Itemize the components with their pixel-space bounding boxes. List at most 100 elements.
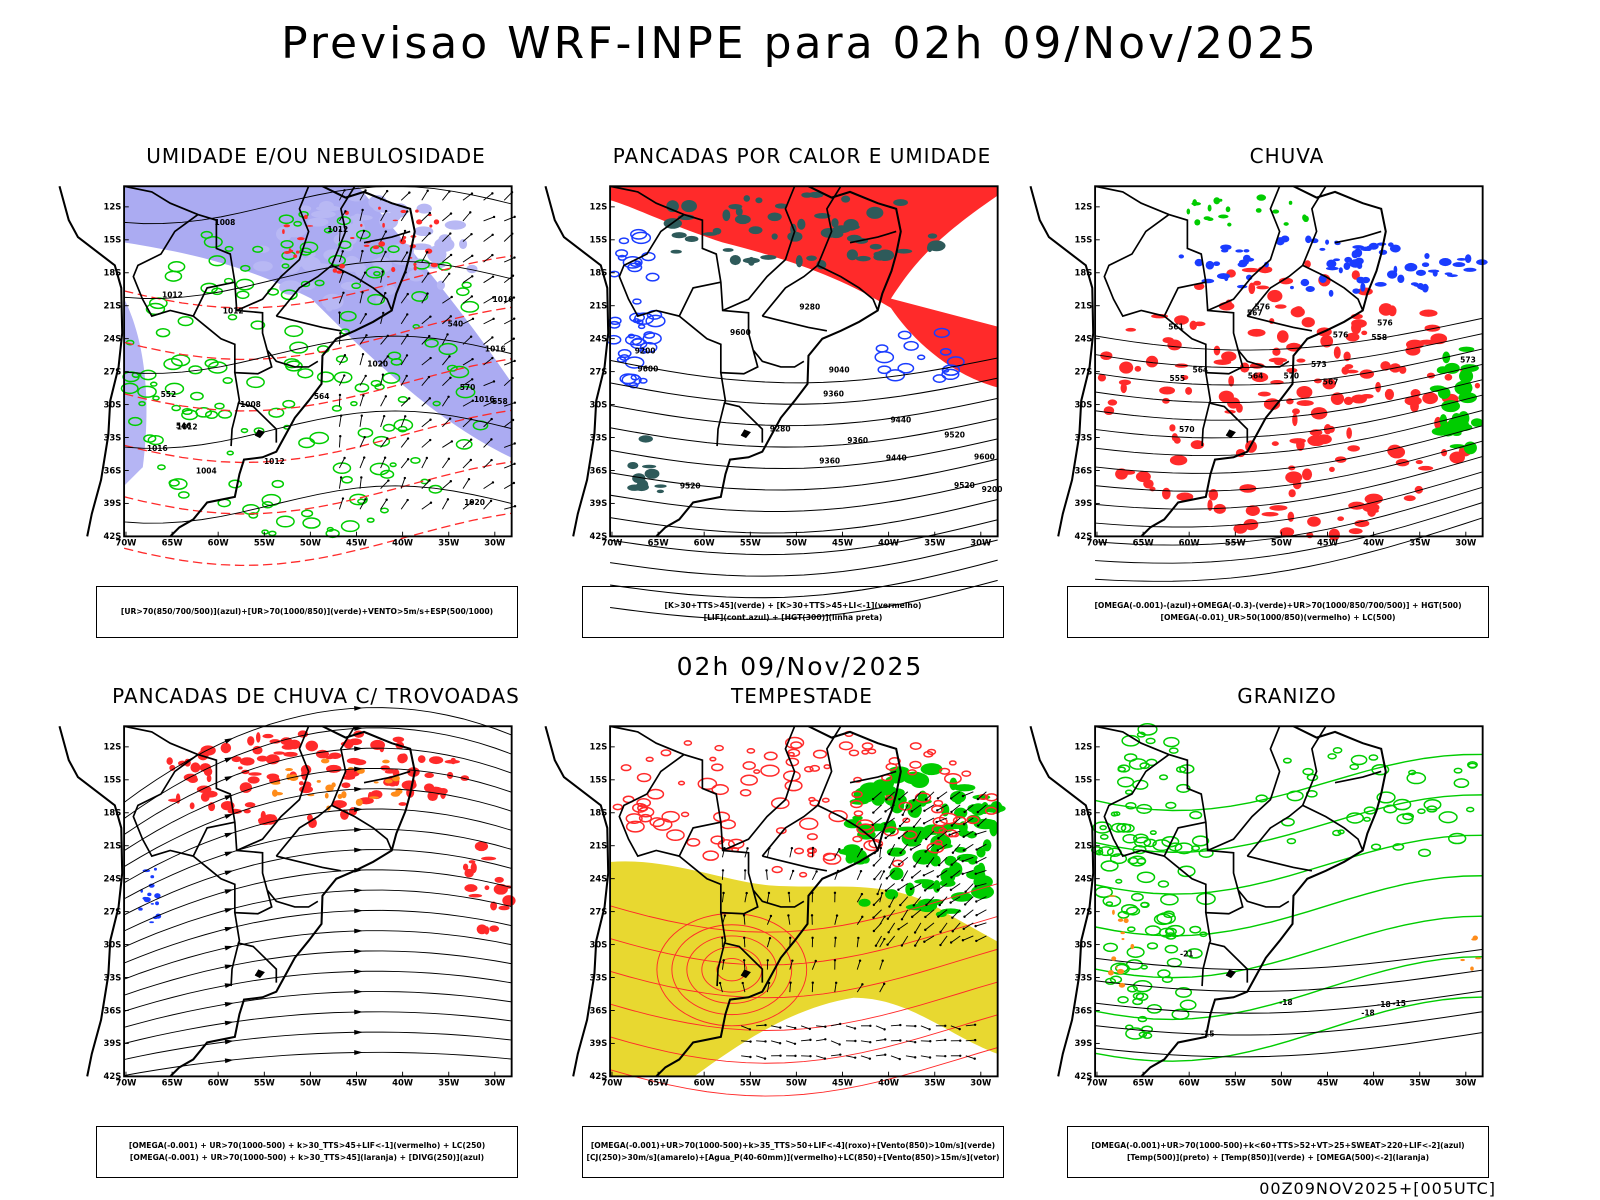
shaded-cell	[1288, 489, 1296, 498]
wind-vector-head	[741, 981, 744, 985]
contour-loop	[1105, 977, 1117, 985]
contour-loop	[1127, 926, 1136, 933]
contour-loop	[164, 270, 183, 282]
wind-vector-head	[814, 959, 817, 963]
shaded-cell	[424, 772, 434, 779]
shaded-cell	[638, 435, 653, 443]
shaded-cell	[1300, 278, 1310, 287]
contour-loop	[787, 748, 801, 758]
shaded-cell	[1326, 259, 1337, 268]
wind-vector-head	[491, 192, 494, 195]
shaded-cell	[748, 226, 763, 235]
shaded-cell	[734, 214, 751, 225]
lon-label: 65W	[648, 538, 670, 548]
shaded-cell	[787, 231, 803, 242]
wind-vector	[856, 916, 863, 925]
shaded-cell	[1213, 359, 1232, 365]
shaded-cell	[1374, 282, 1387, 287]
wind-vector-head	[385, 498, 388, 501]
wind-vector	[923, 817, 935, 824]
wind-vector	[924, 883, 935, 891]
thickness-contours	[123, 255, 512, 567]
contour-loop	[224, 245, 234, 252]
wind-vector-head	[360, 476, 363, 479]
shaded-cell	[1439, 422, 1457, 437]
wind-vector	[338, 477, 342, 489]
wind-vector-head	[874, 944, 878, 947]
wind-vector	[421, 357, 431, 366]
temp850-loops	[1090, 722, 1216, 1040]
wind-vector	[483, 337, 493, 345]
legend-box: [OMEGA(-0.001) + UR>70(1000-500) + k>30_…	[96, 1126, 518, 1178]
wind-vector-head	[723, 914, 727, 917]
wind-vector-head	[975, 939, 978, 943]
contour-loop	[164, 382, 185, 395]
border-line	[236, 725, 310, 852]
shaded-cell	[1345, 332, 1360, 342]
wind-vector-head	[962, 927, 965, 931]
wind-vector	[503, 257, 515, 263]
wind-vector-head	[405, 251, 409, 254]
streamline-arrow	[224, 1039, 234, 1045]
streamline-arrow	[354, 807, 363, 813]
shaded-cell	[1194, 258, 1204, 267]
wind-vector-head	[872, 864, 876, 867]
wind-vector	[483, 418, 492, 428]
wind-vector-head	[868, 1057, 872, 1060]
wind-vector-head	[471, 399, 475, 402]
border-line	[762, 315, 828, 332]
wind-vector-head	[899, 903, 902, 907]
wind-vector-head	[948, 833, 951, 836]
contour-loop	[961, 770, 972, 777]
contour-line	[123, 512, 512, 567]
wind-vector-head	[365, 334, 368, 337]
shaded-cell	[1278, 277, 1294, 285]
contour-loop	[1143, 838, 1157, 848]
wind-vector	[483, 482, 494, 490]
wind-vector-head	[491, 233, 494, 237]
contour-line	[609, 1047, 998, 1097]
map-frame	[609, 725, 999, 1078]
contour-loop	[367, 293, 386, 306]
shaded-cell	[1441, 449, 1448, 457]
wind-vector-head	[429, 356, 432, 360]
legend-line: [OMEGA(-0.001) + UR>70(1000-500) + k>30_…	[128, 1141, 486, 1150]
shaded-cell	[253, 261, 273, 272]
wind-vector-head	[363, 271, 367, 274]
wind-vector	[962, 856, 974, 862]
wind-vector-head	[937, 863, 941, 867]
wind-vector-head	[768, 936, 772, 940]
wind-vector-head	[779, 1026, 782, 1029]
wind-vector	[977, 791, 987, 800]
lat-label: 18S	[1075, 808, 1093, 818]
wind-vector-head	[793, 1042, 797, 1046]
shaded-cell	[316, 779, 321, 783]
contour-loop	[331, 405, 342, 412]
wind-vector	[937, 804, 948, 811]
contour-loop	[1117, 766, 1126, 773]
wind-vector-head	[936, 797, 940, 800]
shaded-cell	[1464, 381, 1473, 394]
wind-vector-head	[469, 211, 472, 214]
shaded-cell	[1441, 400, 1461, 413]
shaded-cell	[1325, 266, 1339, 271]
contour-loop	[1376, 791, 1396, 804]
wind-vector	[875, 1054, 886, 1057]
shaded-cell	[1421, 262, 1430, 268]
wind-vector	[885, 883, 895, 892]
shaded-cell	[1251, 372, 1269, 383]
wind-vector-head	[883, 1028, 886, 1031]
lon-label: 30W	[1455, 1078, 1477, 1088]
contour-label: 570	[1179, 425, 1195, 434]
contour-label: 576	[1333, 331, 1349, 340]
lon-label: 70W	[115, 538, 137, 548]
wind-vector-head	[938, 903, 941, 907]
contour-loop	[149, 381, 158, 387]
contour-loop	[181, 409, 199, 421]
contour-loop	[660, 749, 672, 757]
lat-label: 33S	[104, 432, 122, 442]
contour-loop	[455, 385, 476, 399]
shaded-cell	[866, 206, 884, 219]
wind-vector	[830, 1023, 841, 1027]
shaded-cell	[231, 756, 242, 763]
